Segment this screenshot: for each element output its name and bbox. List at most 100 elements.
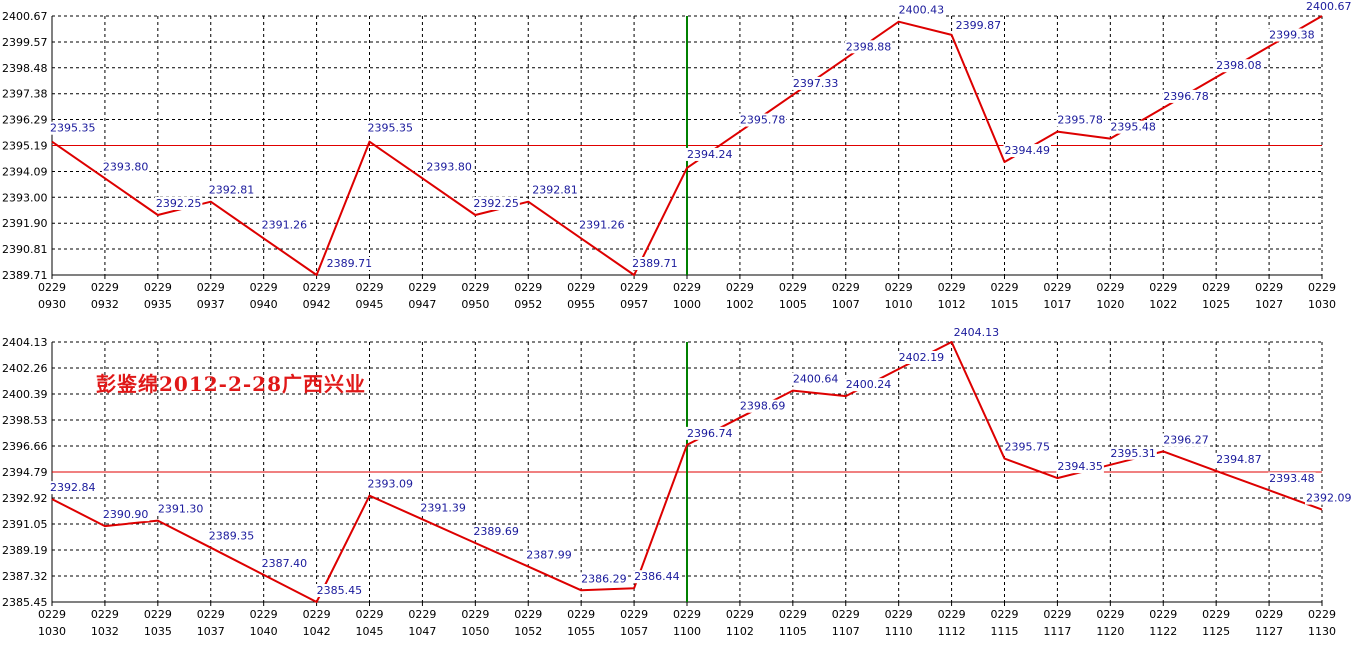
- x-tick-date-label: 0229: [885, 281, 913, 294]
- data-label: 2385.45: [317, 584, 363, 597]
- x-tick-date-label: 0229: [408, 281, 436, 294]
- x-tick-date-label: 0229: [91, 281, 119, 294]
- y-tick-label: 2395.19: [2, 140, 48, 153]
- data-label: 2395.31: [1110, 447, 1156, 460]
- x-tick-time-label: 0935: [144, 298, 172, 311]
- x-tick-date-label: 0229: [356, 608, 384, 621]
- data-label-background: [207, 183, 256, 197]
- data-label-background: [156, 502, 205, 516]
- data-label: 2392.25: [473, 197, 519, 210]
- x-tick-date-label: 0229: [779, 281, 807, 294]
- x-tick-time-label: 1007: [832, 298, 860, 311]
- x-tick-time-label: 1055: [567, 625, 595, 638]
- x-tick-time-label: 0937: [197, 298, 225, 311]
- x-tick-date-label: 0229: [620, 281, 648, 294]
- data-label-background: [952, 326, 1001, 339]
- x-tick-time-label: 1000: [673, 298, 701, 311]
- data-label: 2398.08: [1216, 59, 1262, 72]
- lower-chart-panel: 2404.13 2402.26 2400.39 2398.53 2396.66 2394.…: [2, 326, 1353, 638]
- x-tick-date-label: 0229: [514, 608, 542, 621]
- data-label-background: [844, 40, 893, 54]
- data-label-background: [791, 76, 840, 90]
- x-tick-time-label: 1037: [197, 625, 225, 638]
- data-label: 2395.48: [1110, 121, 1156, 134]
- data-label-background: [1003, 144, 1051, 158]
- x-tick-time-label: 1117: [1043, 625, 1071, 638]
- x-tick-date-label: 0229: [408, 608, 436, 621]
- x-tick-date-label: 0229: [779, 608, 807, 621]
- y-tick-label: 2394.09: [2, 165, 48, 178]
- data-label: 2387.40: [262, 557, 308, 570]
- data-label-background: [844, 378, 893, 392]
- y-tick-label: 2392.92: [2, 492, 48, 505]
- x-tick-date-label: 0229: [1255, 281, 1283, 294]
- y-tick-label: 2396.29: [2, 114, 48, 127]
- x-tick-time-label: 1047: [408, 625, 436, 638]
- x-tick-date-label: 0229: [1149, 281, 1177, 294]
- x-tick-time-label: 1102: [726, 625, 754, 638]
- x-tick-date-label: 0229: [991, 608, 1019, 621]
- data-label-background: [1162, 89, 1210, 103]
- data-label-background: [425, 160, 473, 174]
- data-label: 2396.27: [1163, 433, 1209, 446]
- x-tick-time-label: 1005: [779, 298, 807, 311]
- x-tick-date-label: 0229: [303, 608, 331, 621]
- data-label: 2391.39: [420, 501, 466, 514]
- y-tick-label: 2390.81: [2, 243, 48, 256]
- data-label-background: [1215, 59, 1263, 73]
- data-label-background: [1162, 433, 1210, 447]
- x-tick-date-label: 0229: [620, 608, 648, 621]
- x-tick-date-label: 0229: [197, 281, 225, 294]
- x-tick-time-label: 1030: [38, 625, 66, 638]
- x-tick-date-label: 0229: [567, 608, 595, 621]
- x-tick-time-label: 1035: [144, 625, 172, 638]
- x-tick-date-label: 0229: [1202, 608, 1230, 621]
- data-label-background: [207, 529, 256, 543]
- x-tick-time-label: 0930: [38, 298, 66, 311]
- y-tick-label: 2391.90: [2, 217, 48, 230]
- data-label-background: [260, 218, 309, 232]
- x-tick-time-label: 1112: [938, 625, 966, 638]
- data-label-background: [686, 147, 734, 161]
- data-label: 2399.38: [1269, 28, 1315, 41]
- x-tick-time-label: 0940: [250, 298, 278, 311]
- x-tick-date-label: 0229: [514, 281, 542, 294]
- x-tick-date-label: 0229: [197, 608, 225, 621]
- data-label-background: [1056, 113, 1104, 127]
- x-tick-time-label: 1030: [1308, 298, 1336, 311]
- x-tick-time-label: 0932: [91, 298, 119, 311]
- data-label: 2395.35: [368, 122, 414, 135]
- data-label: 2400.64: [793, 373, 839, 386]
- x-tick-date-label: 0229: [1043, 281, 1071, 294]
- x-tick-time-label: 1027: [1255, 298, 1283, 311]
- x-tick-time-label: 1012: [938, 298, 966, 311]
- y-tick-label: 2397.38: [2, 88, 48, 101]
- data-label-background: [738, 399, 787, 413]
- x-tick-time-label: 0955: [567, 298, 595, 311]
- x-tick-date-label: 0229: [38, 281, 66, 294]
- data-label-background: [631, 257, 679, 270]
- x-tick-date-label: 0229: [91, 608, 119, 621]
- x-tick-time-label: 1025: [1202, 298, 1230, 311]
- data-label-background: [525, 548, 573, 562]
- data-label: 2386.29: [581, 572, 627, 585]
- y-tick-label: 2393.00: [2, 191, 48, 204]
- data-label-background: [260, 556, 309, 570]
- data-label: 2394.35: [1057, 460, 1103, 473]
- data-label: 2394.49: [1005, 144, 1051, 157]
- data-label: 2395.75: [1005, 441, 1051, 454]
- data-label: 2392.81: [532, 184, 578, 197]
- data-label-background: [954, 18, 1003, 32]
- data-label-background: [633, 570, 681, 584]
- data-label: 2404.13: [954, 326, 1000, 339]
- data-label-background: [791, 372, 840, 386]
- data-label-background: [315, 584, 364, 597]
- x-tick-time-label: 1022: [1149, 298, 1177, 311]
- x-tick-time-label: 1057: [620, 625, 648, 638]
- x-tick-time-label: 1002: [726, 298, 754, 311]
- data-label-background: [1305, 0, 1353, 13]
- x-tick-date-label: 0229: [461, 281, 489, 294]
- x-tick-time-label: 1050: [461, 625, 489, 638]
- x-tick-time-label: 1017: [1043, 298, 1071, 311]
- data-label: 2389.69: [473, 525, 519, 538]
